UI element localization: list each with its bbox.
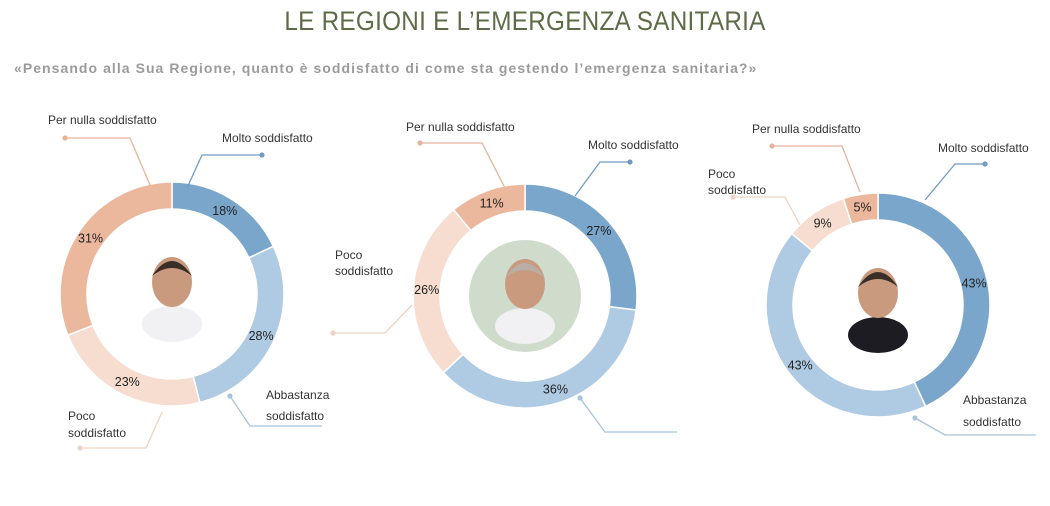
category-label-poco-2: soddisfatto bbox=[708, 183, 766, 197]
category-label-abbastanza-2: soddisfatto bbox=[963, 415, 1021, 429]
leader-line-per-nulla bbox=[772, 145, 861, 193]
category-label-per-nulla: Per nulla soddisfatto bbox=[752, 122, 861, 136]
leader-line-molto bbox=[574, 161, 630, 197]
category-label-molto: Molto soddisfatto bbox=[588, 138, 679, 152]
leader-line-abbastanza bbox=[229, 395, 322, 427]
slice-abbastanza bbox=[192, 245, 285, 404]
value-label: 9% bbox=[814, 217, 832, 231]
leader-line-per-nulla bbox=[420, 142, 506, 189]
value-label: 43% bbox=[788, 358, 813, 372]
category-label-poco-2: soddisfatto bbox=[335, 264, 393, 278]
slice-per-nulla bbox=[59, 181, 173, 337]
value-label: 36% bbox=[543, 383, 568, 397]
category-label-poco-1: Poco bbox=[708, 167, 736, 181]
leader-dot bbox=[912, 415, 918, 421]
leader-line-molto bbox=[924, 163, 985, 201]
leader-line-poco bbox=[733, 196, 801, 226]
leader-line-poco bbox=[333, 304, 413, 334]
category-label-poco-1: Poco bbox=[68, 409, 96, 423]
leader-dot bbox=[259, 152, 265, 158]
leader-line-molto bbox=[186, 154, 262, 189]
leader-dot bbox=[62, 135, 68, 141]
leader-line-abbastanza bbox=[914, 417, 1036, 436]
value-label: 27% bbox=[586, 224, 611, 238]
category-label-poco-1: Poco bbox=[335, 248, 363, 262]
slice-per-nulla bbox=[452, 183, 526, 232]
category-label-abbastanza-1: Abbastanza bbox=[266, 388, 330, 402]
value-label: 5% bbox=[854, 201, 872, 215]
donut-chart-1: 18% 28% 23% 31% Per nulla soddisfatto Molto s… bbox=[48, 113, 330, 451]
value-label: 28% bbox=[249, 329, 274, 343]
category-label-molto: Molto soddisfatto bbox=[938, 141, 1029, 155]
category-label-poco-2: soddisfatto bbox=[68, 426, 126, 440]
value-label: 18% bbox=[212, 204, 237, 218]
value-label: 31% bbox=[78, 232, 103, 246]
politician-photo bbox=[848, 268, 908, 353]
category-label-per-nulla: Per nulla soddisfatto bbox=[48, 113, 157, 127]
slice-abbastanza bbox=[765, 232, 927, 418]
value-label: 43% bbox=[962, 277, 987, 291]
leader-line-abbastanza bbox=[579, 397, 677, 433]
leader-dot bbox=[627, 159, 633, 165]
slice-molto bbox=[877, 192, 991, 408]
question-subtitle: «Pensando alla Sua Regione, quanto è sod… bbox=[14, 60, 758, 76]
leader-dot bbox=[330, 330, 336, 336]
page-title: LE REGIONI E L’EMERGENZA SANITARIA bbox=[284, 6, 766, 36]
leader-dot bbox=[577, 395, 583, 401]
politician-photo bbox=[142, 257, 202, 342]
leader-dot bbox=[982, 161, 988, 167]
leader-dot bbox=[769, 143, 775, 149]
leader-dot bbox=[730, 194, 736, 200]
category-label-per-nulla: Per nulla soddisfatto bbox=[406, 120, 515, 134]
donut-chart-2: 27% 36% 26% 11% Per nulla soddisfatto Molto s… bbox=[330, 120, 679, 433]
value-label: 26% bbox=[414, 283, 439, 297]
leader-dot bbox=[77, 445, 83, 451]
leader-dot bbox=[227, 393, 233, 399]
leader-line-poco bbox=[80, 411, 163, 449]
slice-molto bbox=[171, 181, 275, 259]
leader-line-per-nulla bbox=[65, 137, 151, 186]
category-label-abbastanza-2: soddisfatto bbox=[266, 409, 324, 423]
slice-per-nulla bbox=[842, 192, 879, 226]
value-label: 23% bbox=[115, 375, 140, 389]
donut-chart-3: 43% 43% 9% 5% Per nulla soddisfatto Molto sod… bbox=[708, 122, 1036, 436]
leader-dot bbox=[417, 140, 423, 146]
value-label: 11% bbox=[480, 196, 504, 210]
category-label-abbastanza-1: Abbastanza bbox=[963, 393, 1027, 407]
category-label-molto: Molto soddisfatto bbox=[222, 131, 313, 145]
politician-photo bbox=[469, 240, 581, 352]
